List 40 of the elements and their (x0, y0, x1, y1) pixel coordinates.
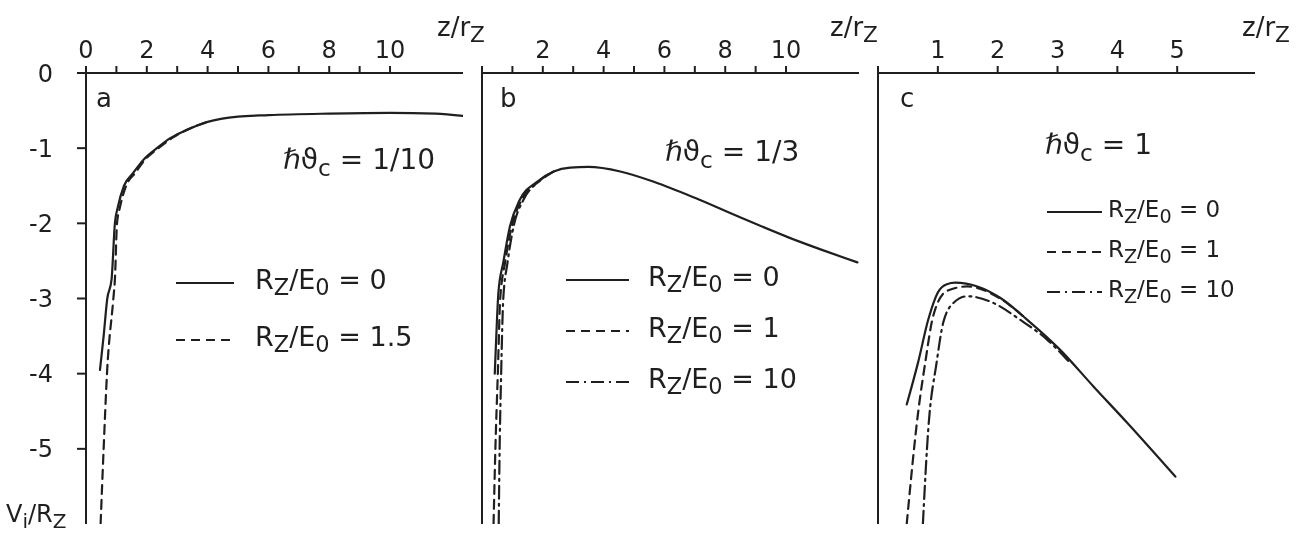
x-tick-label: 1 (930, 36, 946, 64)
annotation: a (96, 83, 112, 115)
y-tick-label: -1 (29, 134, 53, 163)
x-tick-label: 10 (770, 36, 802, 64)
x-tick-label: 0 (78, 36, 94, 64)
x-tick-label: 5 (1169, 36, 1185, 64)
legend-label: R$_{Z}$/E$_{0}$ = 1 (648, 312, 780, 349)
y-tick-label: -2 (29, 209, 53, 238)
legend-label: R$_{Z}$/E$_{0}$ = 1 (1108, 236, 1221, 268)
annotation: ℏϑ$_{c}$ = 1/3 (665, 135, 800, 174)
y-tick-label: 0 (37, 59, 53, 88)
annotation: c (900, 83, 915, 115)
x-tick-label: 10 (374, 36, 406, 64)
x-tick-label: 4 (1109, 36, 1126, 64)
x-tick-label: 3 (1049, 36, 1066, 64)
y-tick-label: -4 (29, 360, 53, 389)
x-tick-label: 6 (260, 36, 277, 64)
y-tick-label: -5 (29, 435, 53, 464)
annotation: b (500, 83, 517, 115)
legend-label: R$_{Z}$/E$_{0}$ = 10 (1108, 276, 1235, 308)
x-tick-label: 2 (990, 36, 1006, 64)
annotation: ℏϑ$_{c}$ = 1 (1045, 128, 1152, 167)
x-tick-label: 8 (321, 36, 337, 64)
legend-label: R$_{Z}$/E$_{0}$ = 0 (255, 264, 387, 301)
x-tick-label: 2 (139, 36, 155, 64)
x-tick-label: 4 (595, 36, 612, 64)
legend-label: R$_{Z}$/E$_{0}$ = 1.5 (255, 321, 413, 358)
x-tick-label: 2 (535, 36, 551, 64)
x-axis-title: z/r$_{Z}$ (1242, 12, 1290, 48)
annotation: ℏϑ$_{c}$ = 1/10 (283, 143, 436, 182)
x-tick-label: 4 (199, 36, 216, 64)
x-axis-title: z/r$_{Z}$ (437, 12, 485, 48)
legend-label: R$_{Z}$/E$_{0}$ = 10 (648, 363, 797, 400)
x-tick-label: 8 (717, 36, 733, 64)
y-tick-label: -3 (29, 285, 53, 314)
y-axis-title: V$_{i}$/R$_{Z}$ (6, 500, 67, 533)
x-axis-title: z/r$_{Z}$ (830, 12, 878, 48)
x-tick-label: 6 (656, 36, 673, 64)
legend-label: R$_{Z}$/E$_{0}$ = 0 (1108, 196, 1221, 228)
legend-label: R$_{Z}$/E$_{0}$ = 0 (648, 261, 780, 298)
